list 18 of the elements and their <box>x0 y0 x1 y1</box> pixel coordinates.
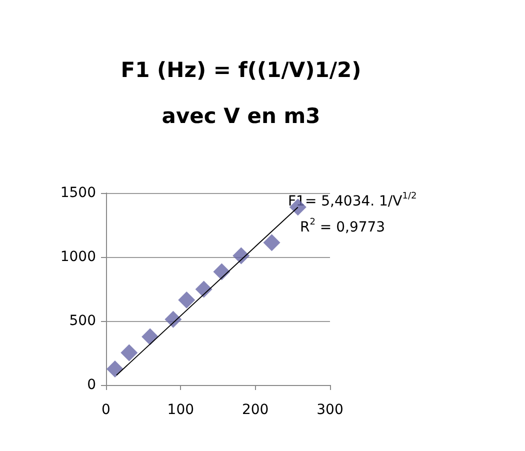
y-tick-label: 1500 <box>60 185 96 201</box>
y-tick-label: 1000 <box>60 249 96 265</box>
point <box>195 280 212 298</box>
x-tick-label: 300 <box>316 402 344 418</box>
point <box>142 328 159 346</box>
point <box>120 344 138 362</box>
point <box>106 360 124 378</box>
x-tick-label: 100 <box>167 402 194 418</box>
y-tick-label: 0 <box>87 377 96 393</box>
point <box>232 247 250 264</box>
point <box>213 263 230 280</box>
point <box>164 310 182 328</box>
x-tick-label: 200 <box>242 402 269 418</box>
point <box>178 292 196 309</box>
y-tick-label: 500 <box>69 313 96 329</box>
point <box>263 234 280 252</box>
x-tick-label: 0 <box>102 402 110 418</box>
chart-title: F1 (Hz) = f((1/V)1/2) avec V en m3 <box>120 58 362 128</box>
